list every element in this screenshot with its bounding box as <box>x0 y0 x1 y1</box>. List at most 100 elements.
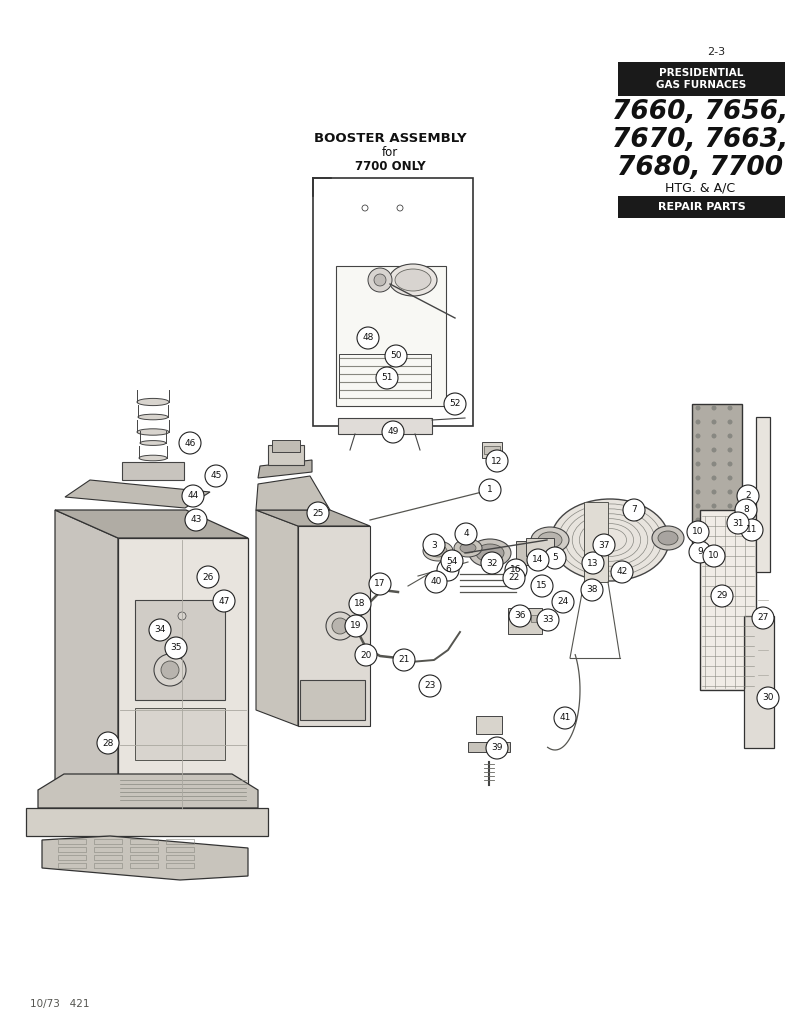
Circle shape <box>728 531 732 537</box>
Text: 1: 1 <box>487 485 493 495</box>
FancyBboxPatch shape <box>484 446 500 454</box>
Circle shape <box>185 509 207 531</box>
Circle shape <box>368 268 392 292</box>
Text: 54: 54 <box>446 556 458 565</box>
Circle shape <box>419 675 441 697</box>
Circle shape <box>357 327 379 349</box>
Circle shape <box>503 567 525 589</box>
Circle shape <box>752 607 774 629</box>
Text: 7660, 7656,: 7660, 7656, <box>612 99 788 125</box>
Circle shape <box>552 591 574 613</box>
Text: 22: 22 <box>509 573 520 583</box>
Circle shape <box>711 504 717 509</box>
Ellipse shape <box>395 269 431 291</box>
Circle shape <box>695 420 701 425</box>
Circle shape <box>423 534 445 556</box>
Circle shape <box>728 462 732 467</box>
Circle shape <box>441 550 463 572</box>
Circle shape <box>382 421 404 443</box>
Text: 24: 24 <box>558 597 569 606</box>
Polygon shape <box>38 774 258 808</box>
Circle shape <box>97 732 119 754</box>
Ellipse shape <box>652 526 684 550</box>
Ellipse shape <box>469 539 511 567</box>
Circle shape <box>197 566 219 588</box>
FancyBboxPatch shape <box>300 680 365 720</box>
FancyBboxPatch shape <box>476 716 502 734</box>
Circle shape <box>687 521 709 543</box>
Circle shape <box>554 707 576 729</box>
Circle shape <box>735 499 757 521</box>
Circle shape <box>486 737 508 759</box>
Circle shape <box>711 517 717 522</box>
Text: 2-3: 2-3 <box>707 47 725 57</box>
Text: 10: 10 <box>692 527 704 537</box>
Text: 38: 38 <box>586 586 598 595</box>
Circle shape <box>689 541 711 563</box>
Circle shape <box>695 475 701 480</box>
Circle shape <box>593 534 615 556</box>
Ellipse shape <box>138 414 168 420</box>
Text: 10/73   421: 10/73 421 <box>30 999 89 1009</box>
Circle shape <box>205 465 227 487</box>
Text: 8: 8 <box>743 506 749 514</box>
Circle shape <box>711 433 717 438</box>
Circle shape <box>728 420 732 425</box>
Circle shape <box>479 479 501 501</box>
Text: 52: 52 <box>449 399 460 409</box>
Text: 28: 28 <box>102 738 114 748</box>
Circle shape <box>527 549 549 571</box>
Text: 33: 33 <box>543 615 554 625</box>
Circle shape <box>728 475 732 480</box>
FancyBboxPatch shape <box>508 608 542 634</box>
Circle shape <box>326 612 354 640</box>
Text: 44: 44 <box>187 492 199 501</box>
Circle shape <box>611 561 633 583</box>
Circle shape <box>711 531 717 537</box>
Circle shape <box>695 406 701 411</box>
Text: 6: 6 <box>445 565 451 574</box>
Circle shape <box>481 552 503 574</box>
Circle shape <box>695 504 701 509</box>
Circle shape <box>444 393 466 415</box>
Polygon shape <box>256 510 370 526</box>
Text: 9: 9 <box>697 548 703 556</box>
Text: HTG. & A/C: HTG. & A/C <box>665 181 735 195</box>
Circle shape <box>728 433 732 438</box>
Text: 10: 10 <box>708 552 720 560</box>
Text: 32: 32 <box>486 558 498 567</box>
Ellipse shape <box>454 539 482 557</box>
Circle shape <box>355 644 377 666</box>
Polygon shape <box>256 476 330 510</box>
Text: 29: 29 <box>717 592 728 600</box>
Circle shape <box>695 447 701 453</box>
FancyBboxPatch shape <box>135 708 225 760</box>
Circle shape <box>393 649 415 671</box>
FancyBboxPatch shape <box>531 615 538 622</box>
Circle shape <box>728 504 732 509</box>
Text: 26: 26 <box>202 572 214 582</box>
Circle shape <box>425 571 447 593</box>
Circle shape <box>695 517 701 522</box>
Ellipse shape <box>476 544 504 562</box>
Text: 2: 2 <box>745 492 751 501</box>
Circle shape <box>728 447 732 453</box>
Text: 36: 36 <box>514 611 526 621</box>
FancyBboxPatch shape <box>692 404 742 552</box>
Circle shape <box>757 687 779 709</box>
Text: 43: 43 <box>191 515 202 524</box>
Circle shape <box>349 593 371 615</box>
Text: for: for <box>382 146 398 160</box>
Circle shape <box>178 612 186 620</box>
FancyBboxPatch shape <box>468 742 510 752</box>
Circle shape <box>149 618 171 641</box>
Circle shape <box>695 462 701 467</box>
Text: 42: 42 <box>616 567 627 577</box>
Text: 7: 7 <box>631 506 637 514</box>
Text: 51: 51 <box>381 374 393 383</box>
Circle shape <box>362 205 368 211</box>
Text: 49: 49 <box>388 427 399 436</box>
Circle shape <box>728 406 732 411</box>
Polygon shape <box>258 460 312 478</box>
FancyBboxPatch shape <box>516 541 552 565</box>
